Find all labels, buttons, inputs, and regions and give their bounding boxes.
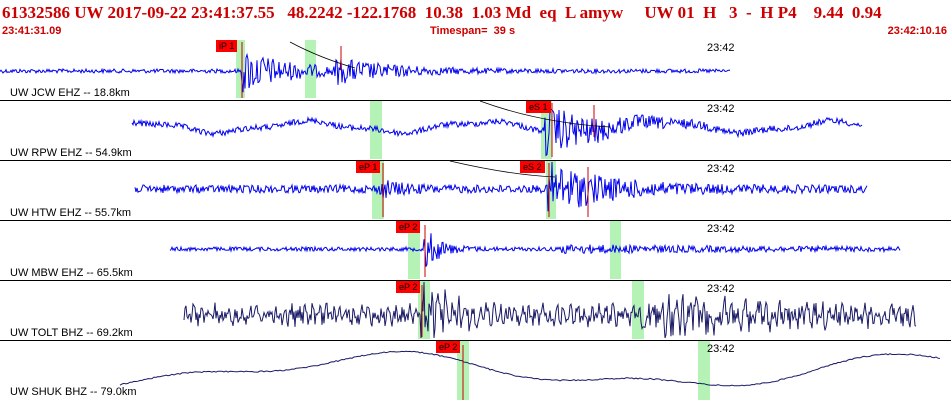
trace-panel-shuk[interactable]: eP 2 23:42 UW SHUK BHZ -- 79.0km	[0, 341, 951, 400]
panel-divider	[0, 100, 951, 101]
time-mark: 23:42	[707, 343, 735, 355]
seismogram-trace	[134, 161, 868, 217]
time-mark: 23:42	[707, 223, 735, 235]
start-time: 23:41:31.09	[2, 25, 62, 37]
timespan-label: Timespan= 39 s	[430, 25, 516, 37]
event-summary: 61332586 UW 2017-09-22 23:41:37.55 48.22…	[2, 3, 882, 22]
waveform	[119, 350, 941, 387]
time-mark: 23:42	[707, 163, 735, 175]
station-label: UW TOLT BHZ -- 69.2km	[10, 327, 133, 339]
waveform	[169, 233, 901, 267]
seismogram-trace	[131, 101, 863, 157]
trace-panel-tolt[interactable]: eP 2 23:42 UW TOLT BHZ -- 69.2km	[0, 281, 951, 340]
trace-panel-jcw[interactable]: iP 1 23:42 UW JCW EHZ -- 18.8km	[0, 40, 951, 100]
pick-window-band	[305, 40, 316, 98]
pick-marker[interactable]: eS 2	[520, 161, 545, 173]
time-mark: 23:42	[707, 283, 735, 295]
pick-marker[interactable]: eP 1	[356, 161, 381, 173]
station-label: UW JCW EHZ -- 18.8km	[10, 87, 130, 99]
pick-marker[interactable]: eS 1	[526, 101, 551, 113]
station-label: UW SHUK BHZ -- 79.0km	[10, 386, 137, 398]
panel-divider	[0, 340, 951, 341]
waveform	[0, 52, 731, 93]
panel-divider	[0, 160, 951, 161]
pick-window-band	[541, 101, 552, 159]
pick-window-band	[236, 40, 245, 98]
waveform	[134, 161, 868, 212]
station-label: UW RPW EHZ -- 54.9km	[10, 147, 132, 159]
time-mark: 23:42	[707, 42, 735, 54]
seismogram-trace	[169, 225, 901, 277]
pick-marker[interactable]: iP 1	[216, 40, 238, 52]
pick-marker[interactable]: eP 2	[436, 341, 461, 353]
trace-panel-htw[interactable]: eP 1 eS 2 23:42 UW HTW EHZ -- 55.7km	[0, 161, 951, 220]
panel-divider	[0, 220, 951, 221]
seismogram-trace	[0, 41, 731, 98]
pick-marker[interactable]: eP 2	[396, 281, 421, 293]
waveform	[183, 281, 917, 339]
station-label: UW HTW EHZ -- 55.7km	[10, 207, 131, 219]
station-label: UW MBW EHZ -- 65.5km	[10, 267, 133, 279]
seismogram-trace	[119, 345, 941, 400]
pick-window-band	[408, 221, 420, 279]
pick-window-band	[698, 341, 710, 400]
seismogram-trace	[183, 281, 917, 339]
panel-divider	[0, 280, 951, 281]
pick-marker[interactable]: eP 2	[396, 221, 421, 233]
waveform	[131, 108, 863, 157]
end-time: 23:42:10.16	[887, 25, 947, 37]
event-header: 61332586 UW 2017-09-22 23:41:37.55 48.22…	[0, 0, 951, 40]
trace-panel-rpw[interactable]: eS 1 23:42 UW RPW EHZ -- 54.9km	[0, 101, 951, 160]
trace-panel-mbw[interactable]: eP 2 23:42 UW MBW EHZ -- 65.5km	[0, 221, 951, 280]
trace-panels: iP 1 23:42 UW JCW EHZ -- 18.8km eS 1 23:…	[0, 40, 951, 400]
time-mark: 23:42	[707, 103, 735, 115]
